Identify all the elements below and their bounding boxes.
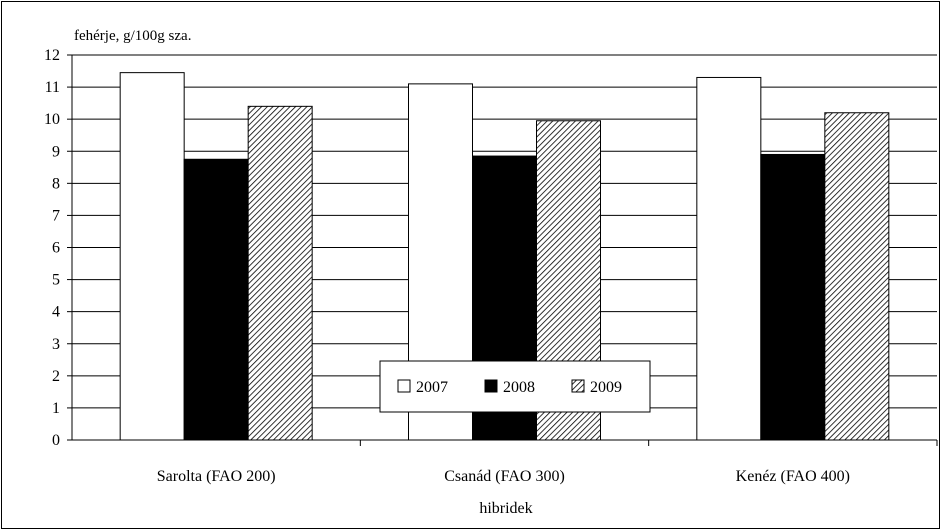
legend-label: 2007 <box>416 379 448 396</box>
bar-2007 <box>119 72 185 441</box>
x-tick-label: Csanád (FAO 300) <box>444 468 565 485</box>
x-tick-label: Sarolta (FAO 200) <box>157 468 276 485</box>
y-tick-label: 8 <box>52 175 60 192</box>
y-tick-label: 6 <box>52 240 60 257</box>
legend-swatch <box>484 379 498 393</box>
bar-2007 <box>696 76 762 441</box>
bar-2008 <box>760 153 826 441</box>
y-tick-label: 12 <box>44 47 60 64</box>
bar-2008 <box>183 158 249 441</box>
y-axis-label: fehérje, g/100g sza. <box>74 28 191 44</box>
legend-label: 2008 <box>503 379 535 396</box>
legend-swatch <box>571 379 585 393</box>
legend-box <box>379 360 651 413</box>
y-tick-label: 5 <box>52 272 60 289</box>
y-tick-label: 1 <box>52 400 60 417</box>
legend: 2007 2008 2009 <box>379 360 651 413</box>
y-tick-label: 3 <box>52 336 60 353</box>
y-tick-label: 0 <box>52 432 60 449</box>
y-tick-label: 4 <box>52 304 60 321</box>
legend-swatch <box>397 379 411 393</box>
y-tick-label: 10 <box>44 111 60 128</box>
bar-2009 <box>247 105 313 441</box>
bar-2009 <box>824 112 890 441</box>
x-tick-label: Kenéz (FAO 400) <box>736 468 850 485</box>
y-tick-label: 9 <box>52 143 60 160</box>
x-axis-label: hibridek <box>479 500 532 517</box>
y-tick-label: 2 <box>52 368 60 385</box>
y-tick-label: 11 <box>45 79 60 96</box>
y-tick-label: 7 <box>52 207 60 224</box>
legend-label: 2009 <box>590 379 622 396</box>
